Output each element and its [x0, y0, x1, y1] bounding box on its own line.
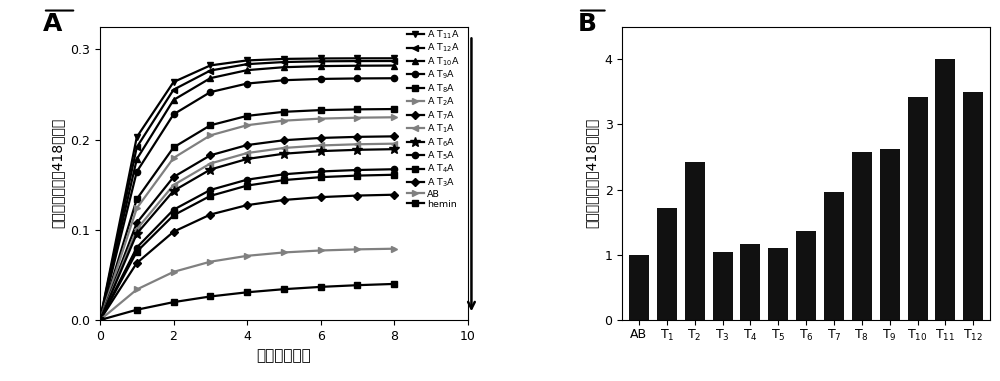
- Legend: A T$_{11}$A, A T$_{12}$A, A T$_{10}$A, A T$_9$A, A T$_8$A, A T$_2$A, A T$_7$A, A: A T$_{11}$A, A T$_{12}$A, A T$_{10}$A, A…: [407, 29, 459, 209]
- Y-axis label: 紫外吸收光度（418纳米）: 紫外吸收光度（418纳米）: [51, 118, 65, 229]
- Bar: [935, 59, 955, 320]
- Bar: [880, 149, 900, 320]
- Bar: [824, 192, 844, 320]
- Bar: [852, 152, 872, 320]
- X-axis label: 时间（分钟）: 时间（分钟）: [257, 348, 311, 363]
- Bar: [629, 255, 649, 320]
- Bar: [740, 244, 760, 320]
- Bar: [713, 252, 733, 320]
- Bar: [796, 231, 816, 320]
- Bar: [963, 92, 983, 320]
- Bar: [685, 162, 705, 320]
- Bar: [908, 97, 928, 320]
- Bar: [768, 248, 788, 320]
- Text: B: B: [578, 12, 597, 36]
- Text: A: A: [43, 12, 62, 36]
- Y-axis label: 紫外吸收光度（418纳米）: 紫外吸收光度（418纳米）: [585, 118, 599, 229]
- Bar: [657, 208, 677, 320]
